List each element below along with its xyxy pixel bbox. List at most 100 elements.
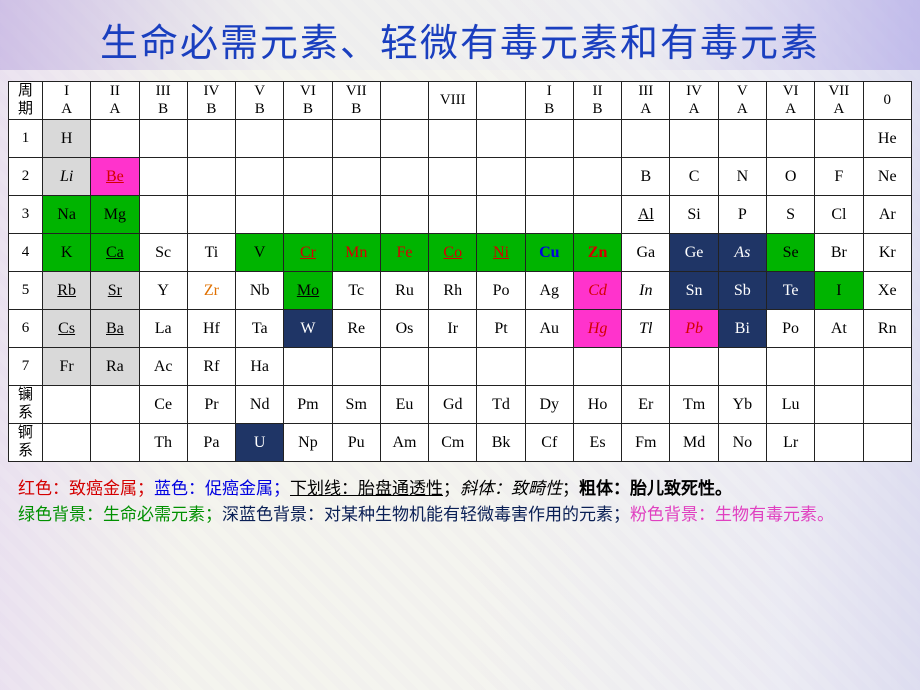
element-cell	[332, 348, 380, 386]
element-cell: Pu	[332, 424, 380, 462]
element-symbol: U	[254, 434, 266, 451]
row-label: 锕系	[9, 424, 43, 462]
element-cell: Os	[380, 310, 428, 348]
element-symbol: Li	[60, 168, 73, 185]
element-symbol: Ag	[540, 282, 560, 299]
legend-underline: 下划线：胎盘通透性	[290, 479, 443, 498]
element-symbol: Cd	[588, 282, 607, 299]
element-cell: Sr	[91, 272, 139, 310]
element-cell	[573, 120, 621, 158]
element-cell	[187, 158, 235, 196]
element-cell	[766, 120, 814, 158]
element-symbol: Ir	[447, 320, 458, 337]
element-cell	[477, 196, 525, 234]
element-cell: Ho	[573, 386, 621, 424]
element-symbol: Pt	[494, 320, 507, 337]
element-symbol: Tl	[639, 320, 652, 337]
element-cell: Fe	[380, 234, 428, 272]
element-cell: Rn	[863, 310, 911, 348]
table-row: 2LiBeBCNOFNe	[9, 158, 912, 196]
element-cell	[91, 386, 139, 424]
element-cell: Dy	[525, 386, 573, 424]
header-group: VIII	[429, 82, 477, 120]
element-symbol: Rb	[57, 282, 76, 299]
element-symbol: Pb	[685, 320, 703, 337]
element-cell: U	[236, 424, 284, 462]
legend-green-bg: 绿色背景：生命必需元素；	[18, 505, 222, 524]
element-symbol: Sr	[108, 282, 122, 299]
element-cell	[236, 158, 284, 196]
element-symbol: La	[155, 320, 172, 337]
element-symbol: Ac	[154, 358, 173, 375]
element-symbol: Be	[106, 168, 124, 185]
element-cell: He	[863, 120, 911, 158]
element-cell	[429, 120, 477, 158]
header-group: IVA	[670, 82, 718, 120]
row-label: 2	[9, 158, 43, 196]
element-cell: Po	[477, 272, 525, 310]
element-cell: S	[766, 196, 814, 234]
element-cell	[139, 158, 187, 196]
element-cell	[718, 120, 766, 158]
element-symbol: In	[639, 282, 652, 299]
element-cell: Lu	[766, 386, 814, 424]
element-symbol: Zn	[588, 244, 608, 261]
element-symbol: V	[254, 244, 266, 261]
header-group: IB	[525, 82, 573, 120]
element-cell: Lr	[766, 424, 814, 462]
element-cell	[525, 158, 573, 196]
row-label: 6	[9, 310, 43, 348]
element-cell: Ni	[477, 234, 525, 272]
element-symbol: Ta	[252, 320, 268, 337]
element-cell	[332, 120, 380, 158]
row-label: 4	[9, 234, 43, 272]
element-cell: Al	[622, 196, 670, 234]
element-cell: Cl	[815, 196, 863, 234]
element-cell: Cr	[284, 234, 332, 272]
element-cell	[525, 120, 573, 158]
element-symbol: B	[640, 168, 651, 185]
element-symbol: Sn	[686, 282, 703, 299]
element-symbol: Hg	[588, 320, 608, 337]
element-cell	[429, 158, 477, 196]
header-group: VB	[236, 82, 284, 120]
element-symbol: Cl	[831, 206, 846, 223]
element-cell: La	[139, 310, 187, 348]
element-cell	[284, 196, 332, 234]
element-cell: Kr	[863, 234, 911, 272]
element-cell	[236, 120, 284, 158]
element-symbol: Ca	[106, 244, 124, 261]
element-cell: Ac	[139, 348, 187, 386]
element-cell: Sm	[332, 386, 380, 424]
element-symbol: S	[786, 206, 795, 223]
element-symbol: He	[878, 130, 897, 147]
element-symbol: Pa	[203, 434, 219, 451]
element-symbol: Sm	[346, 396, 367, 413]
element-symbol: Nb	[250, 282, 270, 299]
header-group: 0	[863, 82, 911, 120]
element-cell: Mn	[332, 234, 380, 272]
element-cell: Zr	[187, 272, 235, 310]
element-symbol: H	[61, 130, 73, 147]
element-cell: O	[766, 158, 814, 196]
element-cell: At	[815, 310, 863, 348]
element-cell: Ta	[236, 310, 284, 348]
element-cell: B	[622, 158, 670, 196]
element-cell	[477, 348, 525, 386]
element-cell: Re	[332, 310, 380, 348]
element-symbol: Np	[298, 434, 318, 451]
element-cell: Sb	[718, 272, 766, 310]
element-cell	[429, 196, 477, 234]
element-cell: Hg	[573, 310, 621, 348]
element-symbol: N	[737, 168, 749, 185]
element-cell: As	[718, 234, 766, 272]
element-symbol: Xe	[878, 282, 897, 299]
element-cell	[718, 348, 766, 386]
header-group	[380, 82, 428, 120]
element-cell: Tc	[332, 272, 380, 310]
element-symbol: Al	[638, 206, 654, 223]
element-cell: Xe	[863, 272, 911, 310]
element-symbol: Au	[540, 320, 560, 337]
element-symbol: P	[738, 206, 747, 223]
element-cell	[91, 424, 139, 462]
